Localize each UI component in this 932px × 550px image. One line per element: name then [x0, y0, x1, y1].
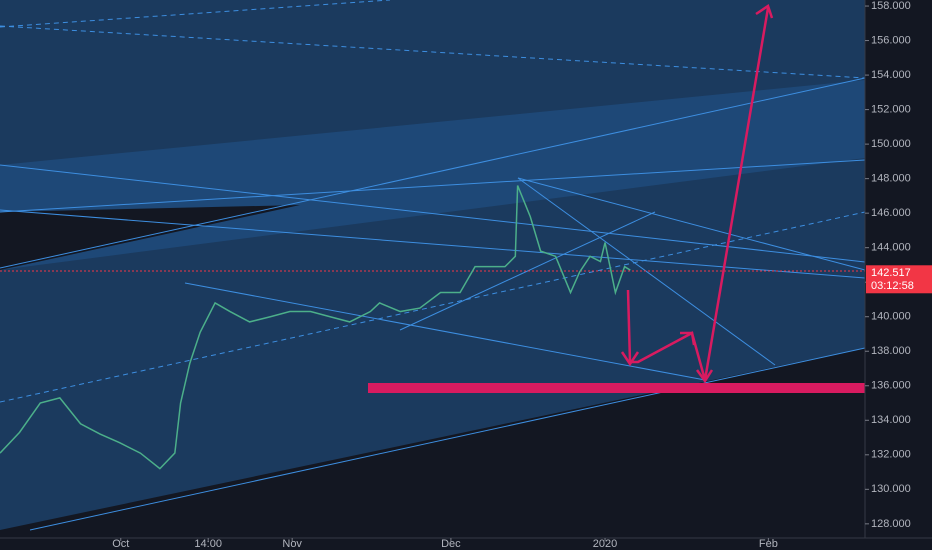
countdown: 03:12:58 [871, 280, 914, 292]
y-tick-label: 146.000 [871, 207, 911, 219]
y-tick-label: 154.000 [871, 69, 911, 81]
x-tick-label: Dec [441, 538, 461, 550]
y-tick-label: 148.000 [871, 173, 911, 185]
drawings [0, 0, 866, 531]
forecast-arrows [620, 4, 774, 384]
y-tick-label: 140.000 [871, 311, 911, 323]
y-tick-label: 130.000 [871, 483, 911, 495]
dark-area [0, 205, 300, 270]
y-tick-label: 136.000 [871, 380, 911, 392]
y-tick-label: 134.000 [871, 414, 911, 426]
x-tick-label: Feb [759, 538, 778, 550]
y-tick-label: 138.000 [871, 345, 911, 357]
last-price-label: 142.517 [871, 267, 911, 279]
support-zone [368, 383, 865, 393]
y-tick-label: 132.000 [871, 449, 911, 461]
y-tick-label: 128.000 [871, 518, 911, 530]
last-price-box [866, 265, 932, 294]
x-tick-label: 14:00 [194, 538, 222, 550]
y-tick-label: 156.000 [871, 34, 911, 46]
x-tick-label: Nov [282, 538, 302, 550]
x-tick-label: 2020 [593, 538, 617, 550]
y-tick-label: 152.000 [871, 104, 911, 116]
y-tick-label: 158.000 [871, 0, 911, 12]
y-tick-label: 144.000 [871, 242, 911, 254]
y-tick-label: 150.000 [871, 138, 911, 150]
x-tick-label: Oct [112, 538, 129, 550]
price-line-series [0, 185, 631, 470]
